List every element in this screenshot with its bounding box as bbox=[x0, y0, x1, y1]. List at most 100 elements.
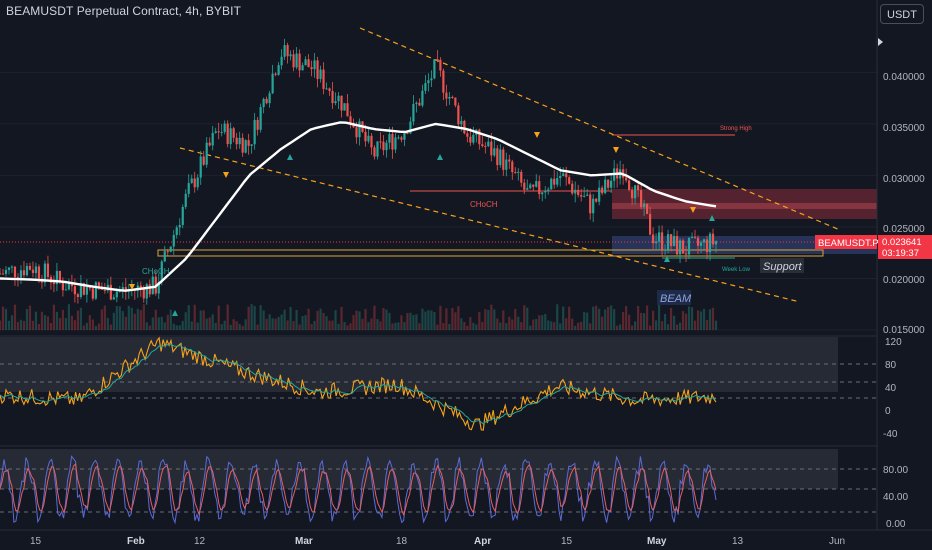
volume-bar bbox=[103, 305, 106, 330]
volume-bar bbox=[109, 324, 112, 330]
candle-body bbox=[382, 141, 385, 151]
volume-bar bbox=[556, 304, 559, 330]
volume-bar bbox=[640, 312, 643, 330]
candle-body bbox=[577, 189, 580, 196]
volume-bar bbox=[28, 305, 32, 330]
candle-body bbox=[277, 65, 280, 75]
volume-bar bbox=[684, 313, 688, 330]
price-axis[interactable]: 0.040000 0.035000 0.030000 0.025000 0.02… bbox=[815, 0, 932, 530]
volume-bar bbox=[619, 324, 622, 330]
volume-bar bbox=[229, 324, 232, 330]
volume-bar bbox=[711, 307, 715, 330]
up-marker bbox=[664, 256, 670, 262]
candle-body bbox=[199, 156, 202, 178]
volume-bar bbox=[52, 304, 56, 330]
volume-bar bbox=[322, 313, 325, 330]
candle-body bbox=[466, 133, 469, 137]
candle-body bbox=[690, 236, 694, 239]
candle-body bbox=[217, 131, 220, 133]
volume-bar bbox=[295, 309, 298, 330]
candle-body bbox=[331, 91, 334, 104]
candle-body bbox=[325, 88, 328, 90]
candle-body bbox=[445, 92, 448, 99]
candle-body bbox=[373, 147, 376, 157]
candle-body bbox=[67, 282, 71, 290]
candle-body bbox=[250, 144, 253, 146]
volume-bar bbox=[283, 309, 286, 330]
volume-bar bbox=[58, 318, 62, 330]
candle-body bbox=[460, 120, 463, 125]
volume-bar bbox=[466, 325, 469, 330]
time-tick: 13 bbox=[732, 536, 744, 547]
channel-upper-line bbox=[359, 27, 841, 231]
candle-body bbox=[598, 187, 601, 202]
volume-bar bbox=[622, 312, 625, 330]
candle-body bbox=[406, 132, 409, 134]
volume-bar bbox=[325, 316, 328, 330]
candle-body bbox=[595, 198, 598, 202]
volume-bar bbox=[301, 316, 304, 330]
time-tick: Mar bbox=[295, 536, 313, 547]
time-axis[interactable]: 15 Feb 12 Mar 18 Apr 15 May 13 Jun bbox=[0, 529, 932, 547]
volume-bar bbox=[592, 306, 595, 330]
candle-body bbox=[702, 239, 706, 243]
candle-body bbox=[142, 288, 145, 299]
volume-bar bbox=[25, 308, 29, 330]
candle-body bbox=[7, 267, 11, 270]
candle-body bbox=[190, 178, 193, 184]
volume-bar bbox=[94, 325, 97, 330]
volume-bar bbox=[187, 305, 190, 330]
volume-bar bbox=[196, 322, 199, 330]
volume-bar bbox=[648, 325, 652, 330]
volume-bar bbox=[226, 304, 229, 330]
volume-bar bbox=[598, 308, 601, 330]
volume-bar bbox=[463, 322, 466, 330]
candle-body bbox=[340, 95, 343, 111]
descending-channel[interactable] bbox=[179, 27, 841, 303]
candle-body bbox=[693, 236, 697, 238]
volume-bar bbox=[286, 320, 289, 330]
candle-body bbox=[409, 121, 412, 134]
candle-body bbox=[157, 282, 160, 294]
stoch-tick: 0.00 bbox=[886, 519, 906, 530]
volume-bar bbox=[1, 306, 5, 330]
time-tick: 18 bbox=[396, 536, 408, 547]
volume-bar bbox=[397, 322, 400, 330]
volume-bar bbox=[142, 304, 145, 330]
volume-bar bbox=[523, 305, 526, 330]
currency-button[interactable]: USDT bbox=[880, 4, 924, 24]
volume-bar bbox=[379, 321, 382, 330]
volume-bar bbox=[166, 314, 169, 330]
volume-bar bbox=[565, 318, 568, 330]
candle-body bbox=[607, 179, 610, 188]
volume-bar bbox=[55, 311, 59, 330]
candle-body bbox=[637, 185, 640, 191]
moving-average-line bbox=[0, 121, 717, 292]
candle-body bbox=[711, 233, 715, 245]
volume-bar bbox=[133, 313, 136, 330]
candle-body bbox=[76, 294, 79, 297]
volume-bar bbox=[73, 320, 76, 330]
volume-bar bbox=[217, 305, 220, 330]
candle-body bbox=[301, 65, 304, 71]
candle-body bbox=[418, 102, 421, 106]
oscillator-axis: 120 80 40 0 -40 80.00 40.00 0.00 bbox=[883, 337, 908, 530]
candle-body bbox=[412, 104, 415, 122]
volume-bar bbox=[82, 325, 85, 330]
candle-body bbox=[648, 213, 652, 235]
volume-bar bbox=[448, 323, 451, 330]
candle-body bbox=[370, 135, 373, 148]
volume-bar bbox=[247, 306, 250, 330]
candle-body bbox=[583, 195, 586, 197]
candle-body bbox=[550, 178, 553, 190]
candle-body bbox=[625, 177, 628, 181]
candle-body bbox=[241, 137, 244, 153]
volume-bar bbox=[493, 309, 496, 330]
up-marker bbox=[437, 154, 443, 160]
volume-bar bbox=[370, 318, 373, 330]
candle-body bbox=[271, 73, 274, 94]
volume-bar bbox=[645, 305, 649, 330]
volume-bar bbox=[181, 320, 184, 330]
candle-body bbox=[265, 98, 268, 104]
